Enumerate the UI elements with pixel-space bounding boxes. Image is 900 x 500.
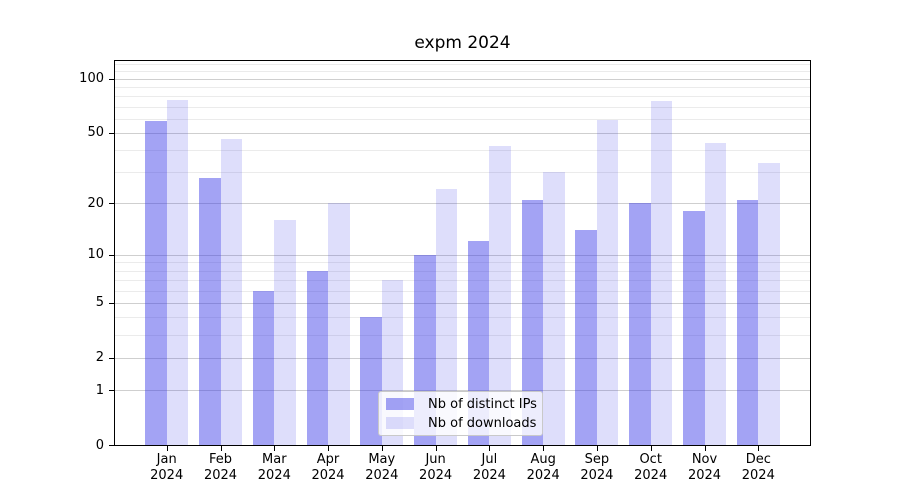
legend: Nb of distinct IPs Nb of downloads xyxy=(378,391,543,436)
y-tick-label-100: 100 xyxy=(79,71,104,87)
minor-gridline-30 xyxy=(115,172,810,174)
minor-gridline-7 xyxy=(115,279,810,281)
x-tick-oct xyxy=(650,446,652,451)
x-tick-dec xyxy=(758,446,760,451)
minor-gridline-110 xyxy=(115,71,810,73)
x-tick-label-sep: Sep 2024 xyxy=(580,452,614,483)
chart-title: expm 2024 xyxy=(414,33,511,53)
major-gridline-20 xyxy=(115,203,810,205)
bar-sep-downloads xyxy=(596,119,619,445)
x-tick-apr xyxy=(328,446,329,451)
x-tick-feb xyxy=(220,446,222,451)
y-tick-0 xyxy=(109,445,114,446)
minor-gridline-9 xyxy=(115,262,810,264)
bar-oct-distinct-ips xyxy=(629,203,651,445)
x-tick-label-dec: Dec 2024 xyxy=(741,452,775,483)
legend-swatch-distinct-ips xyxy=(386,398,414,410)
x-tick-mar xyxy=(274,446,276,451)
bar-feb-downloads xyxy=(220,139,242,445)
y-tick-label-2: 2 xyxy=(95,350,104,366)
x-tick-jan xyxy=(166,446,168,451)
y-tick-label-1: 1 xyxy=(95,382,104,398)
x-tick-label-apr: Apr 2024 xyxy=(311,452,345,483)
x-tick-label-jul: Jul 2024 xyxy=(472,452,506,483)
minor-gridline-70 xyxy=(115,106,810,108)
y-tick-50 xyxy=(109,132,114,134)
minor-gridline-120 xyxy=(115,64,810,66)
bar-dec-downloads xyxy=(758,162,780,445)
x-tick-label-jan: Jan 2024 xyxy=(150,452,184,483)
minor-gridline-80 xyxy=(115,96,810,98)
major-gridline-2 xyxy=(115,357,810,359)
minor-gridline-90 xyxy=(115,86,810,88)
minor-gridline-8 xyxy=(115,270,810,272)
minor-gridline-3 xyxy=(115,334,810,336)
plot-area xyxy=(114,60,811,446)
bar-mar-downloads xyxy=(274,220,296,445)
bar-jan-downloads xyxy=(166,100,189,445)
x-tick-label-feb: Feb 2024 xyxy=(203,452,238,483)
bar-feb-distinct-ips xyxy=(199,177,221,445)
x-tick-label-may: May 2024 xyxy=(365,452,399,483)
bar-nov-downloads xyxy=(704,142,726,445)
y-tick-1 xyxy=(109,390,114,391)
y-tick-label-0: 0 xyxy=(95,437,104,453)
minor-gridline-40 xyxy=(115,150,810,152)
y-tick-label-50: 50 xyxy=(87,125,104,141)
y-tick-label-5: 5 xyxy=(95,295,104,311)
bar-jan-distinct-ips xyxy=(145,121,167,445)
bar-may-distinct-ips xyxy=(360,317,382,445)
bar-apr-downloads xyxy=(328,203,350,445)
x-tick-may xyxy=(381,446,383,451)
y-tick-2 xyxy=(109,357,114,359)
bar-jun-downloads xyxy=(435,189,458,445)
y-tick-20 xyxy=(109,203,114,205)
legend-entry-downloads: Nb of downloads xyxy=(386,415,537,431)
x-tick-aug xyxy=(543,446,545,451)
y-tick-label-10: 10 xyxy=(87,247,104,263)
minor-gridline-60 xyxy=(115,118,810,120)
y-tick-5 xyxy=(109,302,114,304)
legend-swatch-downloads xyxy=(386,417,414,429)
legend-label-distinct-ips: Nb of distinct IPs xyxy=(428,396,537,412)
bar-jul-downloads xyxy=(489,146,511,445)
legend-entry-distinct-ips: Nb of distinct IPs xyxy=(386,396,537,412)
major-gridline-1 xyxy=(115,390,810,391)
bar-apr-distinct-ips xyxy=(306,270,328,445)
x-tick-nov xyxy=(704,446,706,451)
x-tick-sep xyxy=(596,446,598,451)
bar-aug-downloads xyxy=(543,172,565,445)
minor-gridline-4 xyxy=(115,317,810,319)
y-tick-label-20: 20 xyxy=(87,195,104,211)
y-tick-10 xyxy=(109,254,114,256)
major-gridline-10 xyxy=(115,254,810,256)
bar-sep-distinct-ips xyxy=(575,230,597,445)
x-tick-label-oct: Oct 2024 xyxy=(634,452,668,483)
x-tick-jul xyxy=(489,446,491,451)
bar-nov-distinct-ips xyxy=(683,211,705,445)
bar-mar-distinct-ips xyxy=(252,290,275,445)
major-gridline-5 xyxy=(115,302,810,304)
major-gridline-50 xyxy=(115,132,810,134)
bar-oct-downloads xyxy=(650,101,673,445)
x-tick-label-jun: Jun 2024 xyxy=(419,452,453,483)
legend-label-downloads: Nb of downloads xyxy=(428,415,537,431)
y-tick-100 xyxy=(109,78,114,80)
minor-gridline-6 xyxy=(115,290,810,292)
x-tick-jun xyxy=(435,446,437,451)
x-tick-label-nov: Nov 2024 xyxy=(687,452,722,483)
x-tick-label-mar: Mar 2024 xyxy=(257,452,291,483)
bar-aug-distinct-ips xyxy=(521,199,544,445)
x-tick-label-aug: Aug 2024 xyxy=(526,452,560,483)
bar-dec-distinct-ips xyxy=(736,199,759,445)
major-gridline-100 xyxy=(115,78,810,80)
